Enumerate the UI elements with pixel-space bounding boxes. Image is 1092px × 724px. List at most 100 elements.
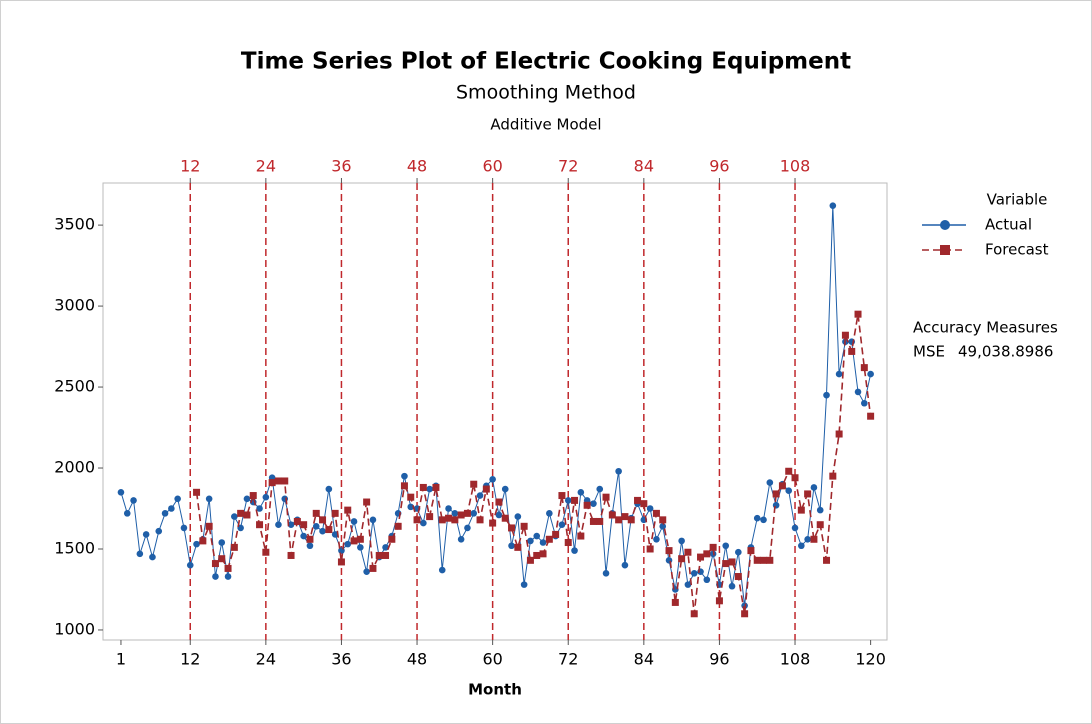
data-point: [564, 497, 572, 504]
data-point: [363, 498, 371, 506]
data-point: [835, 430, 843, 438]
data-point: [571, 496, 579, 504]
data-point: [501, 485, 509, 493]
data-point: [735, 548, 742, 556]
data-point: [665, 547, 673, 555]
data-point: [375, 551, 383, 559]
data-point: [457, 535, 465, 543]
data-point: [728, 558, 736, 566]
data-point: [212, 573, 219, 580]
data-point: [678, 537, 685, 545]
data-point: [186, 561, 194, 569]
data-point: [306, 542, 314, 550]
data-point: [445, 514, 453, 522]
data-point: [829, 472, 837, 480]
data-point: [703, 576, 711, 584]
data-point: [180, 524, 188, 532]
data-point: [678, 555, 686, 563]
data-point: [495, 498, 503, 506]
x-tick-label: 60: [482, 650, 502, 669]
data-point: [388, 535, 396, 543]
data-point: [218, 539, 226, 546]
data-point: [545, 535, 553, 543]
data-point: [489, 519, 497, 527]
data-point: [231, 513, 238, 520]
data-point: [590, 500, 597, 507]
data-point: [451, 516, 459, 524]
data-point: [193, 540, 200, 548]
data-point: [300, 521, 308, 529]
x-tick-label: 24: [256, 650, 276, 669]
data-point: [823, 391, 830, 399]
data-point: [463, 509, 471, 517]
data-point: [274, 477, 282, 485]
data-point: [123, 510, 131, 517]
data-point: [552, 530, 560, 538]
data-point: [275, 521, 282, 528]
data-point: [319, 527, 326, 535]
legend-marker: [940, 245, 950, 255]
data-point: [268, 479, 276, 487]
data-point: [823, 556, 831, 564]
chart-subtitle: Smoothing Method: [456, 82, 636, 104]
data-point: [791, 524, 799, 532]
data-point: [634, 496, 642, 504]
data-point: [841, 331, 849, 339]
data-point: [243, 495, 251, 503]
y-tick-label: 2000: [54, 458, 95, 477]
data-point: [520, 522, 528, 530]
data-point: [627, 516, 635, 524]
data-point: [149, 553, 156, 561]
data-point: [854, 388, 862, 396]
data-point: [249, 492, 257, 500]
data-point: [350, 518, 358, 525]
data-point: [709, 543, 717, 551]
data-point: [230, 543, 238, 551]
data-point: [785, 467, 793, 475]
data-point: [652, 509, 660, 517]
data-point: [760, 516, 767, 524]
data-point: [665, 557, 673, 564]
reference-label: 48: [407, 157, 427, 176]
x-tick-label: 72: [558, 650, 578, 669]
data-point: [753, 514, 761, 522]
data-point: [854, 310, 862, 318]
data-point: [325, 485, 333, 493]
x-tick-label: 48: [407, 650, 427, 669]
data-point: [142, 531, 150, 538]
chart-subtitle: Additive Model: [490, 116, 601, 134]
data-point: [671, 598, 679, 606]
data-point: [520, 581, 528, 588]
data-point: [596, 485, 604, 493]
data-point: [256, 505, 263, 512]
data-point: [451, 510, 459, 517]
data-point: [804, 490, 812, 498]
data-point: [602, 569, 610, 577]
data-point: [136, 550, 144, 558]
data-point: [407, 493, 415, 501]
data-point: [753, 556, 761, 564]
data-point: [861, 399, 868, 407]
data-point: [514, 543, 522, 551]
data-point: [262, 548, 270, 556]
data-point: [816, 521, 824, 529]
data-point: [778, 482, 786, 490]
data-point: [785, 487, 793, 494]
data-point: [161, 510, 169, 517]
accuracy-value: 49,038.8986: [958, 343, 1053, 361]
data-point: [281, 477, 289, 485]
data-point: [546, 510, 553, 517]
data-point: [564, 539, 572, 547]
data-point: [608, 511, 616, 519]
data-point: [527, 537, 534, 545]
data-point: [816, 506, 824, 514]
reference-label: 84: [634, 157, 654, 176]
data-point: [508, 524, 516, 532]
reference-label: 72: [558, 157, 578, 176]
data-point: [501, 514, 509, 522]
data-point: [558, 521, 566, 528]
data-point: [211, 560, 219, 568]
data-point: [653, 535, 660, 543]
data-point: [457, 511, 465, 519]
